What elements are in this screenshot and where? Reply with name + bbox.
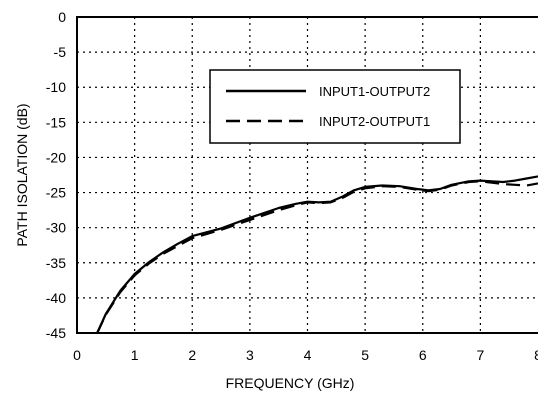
series-line-input2-output1 [96,180,538,334]
y-tick-label: -5 [54,44,67,60]
x-tick-label: 1 [131,347,139,363]
series-layer [96,175,538,334]
series-line-input1-output2 [96,175,538,334]
legend-box [209,69,461,144]
x-tick-label: 6 [419,347,427,363]
legend: INPUT1-OUTPUT2 INPUT2-OUTPUT1 [209,69,461,144]
x-tick-label: 2 [188,347,196,363]
y-tick-label: 0 [58,9,66,25]
x-axis-title: FREQUENCY (GHz) [226,375,355,391]
legend-label-input1-output2: INPUT1-OUTPUT2 [319,84,430,99]
x-tick-labels: 0 1 2 3 4 5 6 7 8 [73,347,538,363]
y-tick-label: -35 [46,255,66,271]
x-tick-label: 8 [534,347,538,363]
y-tick-label: -25 [46,185,66,201]
y-tick-labels: 0 -5 -10 -15 -20 -25 -30 -35 -40 -45 [46,9,66,341]
x-tick-label: 3 [246,347,254,363]
x-tick-label: 0 [73,347,81,363]
grid-lines [77,17,538,333]
x-tick-label: 5 [361,347,369,363]
y-axis-title: PATH ISOLATION (dB) [14,103,30,246]
y-tick-label: -15 [46,114,66,130]
y-tick-label: -20 [46,149,66,165]
y-tick-label: -45 [46,325,66,341]
legend-label-input2-output1: INPUT2-OUTPUT1 [319,114,430,129]
y-tick-label: -10 [46,79,66,95]
x-tick-label: 7 [476,347,484,363]
y-tick-label: -40 [46,290,66,306]
x-tick-label: 4 [304,347,312,363]
y-tick-label: -30 [46,220,66,236]
plot-frame [76,16,538,334]
